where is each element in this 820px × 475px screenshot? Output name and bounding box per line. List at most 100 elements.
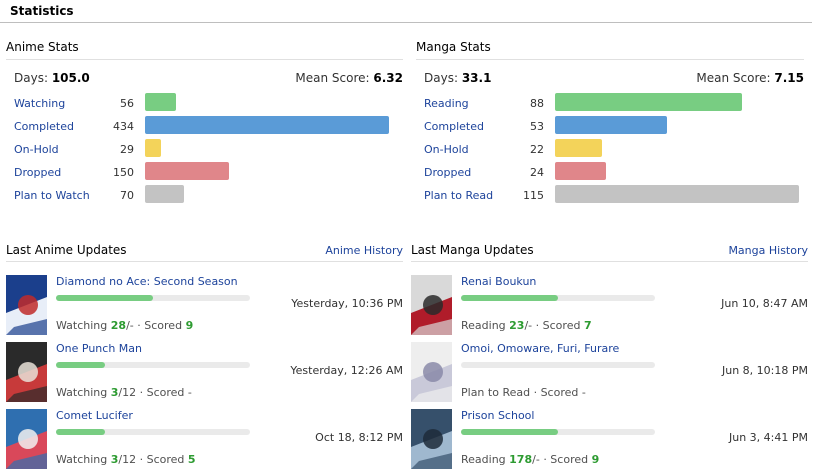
manga-status-bar xyxy=(555,185,799,203)
anime-status-label[interactable]: On-Hold xyxy=(14,143,59,156)
manga-mean-value: 7.15 xyxy=(774,71,804,85)
anime-updates-heading: Last Anime Updates xyxy=(6,243,127,257)
manga-updates-heading: Last Manga Updates xyxy=(411,243,534,257)
statistics-title: Statistics xyxy=(10,4,74,18)
manga-history-link[interactable]: Manga History xyxy=(728,244,808,257)
update-score-label: · Scored xyxy=(139,386,185,399)
manga-status-row: Reading 88 xyxy=(416,93,804,116)
manga-days-label: Days: xyxy=(424,71,458,85)
anime-status-row: Dropped 150 xyxy=(6,162,403,185)
progress-bar-fill xyxy=(56,295,153,301)
update-score: 7 xyxy=(583,319,592,332)
anime-mean-label: Mean Score: xyxy=(295,71,370,85)
manga-status-row: On-Hold 22 xyxy=(416,139,804,162)
anime-mean-value: 6.32 xyxy=(373,71,403,85)
update-meta: Reading 178/- · Scored 9 xyxy=(461,453,599,466)
update-progress: 23 xyxy=(509,319,525,332)
manga_updates-title-link[interactable]: Omoi, Omoware, Furi, Furare xyxy=(461,342,620,355)
manga-status-label[interactable]: On-Hold xyxy=(424,143,469,156)
anime_updates-title-link[interactable]: One Punch Man xyxy=(56,342,142,355)
progress-bar xyxy=(56,362,250,368)
manga-stats-heading: Manga Stats xyxy=(416,40,491,54)
update-timestamp: Yesterday, 12:26 AM xyxy=(290,364,403,377)
anime-status-label[interactable]: Plan to Watch xyxy=(14,189,90,202)
update-timestamp: Jun 3, 4:41 PM xyxy=(729,431,808,444)
anime-status-list: Watching 56 Completed 434 On-Hold 29 Dropped 15… xyxy=(6,93,403,208)
anime-status-label[interactable]: Completed xyxy=(14,120,74,133)
manga-status-label[interactable]: Reading xyxy=(424,97,469,110)
update-status: Plan to Read xyxy=(461,386,531,399)
manga-days: Days: 33.1 xyxy=(424,71,491,85)
anime-updates-panel: Last Anime Updates Anime History Diamond… xyxy=(6,243,403,473)
update-timestamp: Oct 18, 8:12 PM xyxy=(315,431,403,444)
anime_updates-item: Diamond no Ace: Second Season Yesterday, … xyxy=(6,275,403,338)
cover-image[interactable] xyxy=(411,275,452,335)
anime-status-count: 29 xyxy=(120,143,134,156)
manga-stats-divider xyxy=(416,59,804,60)
statistics-divider xyxy=(0,22,812,23)
manga_updates-title-link[interactable]: Renai Boukun xyxy=(461,275,537,288)
update-timestamp: Yesterday, 10:36 PM xyxy=(291,297,403,310)
update-score-label: · Scored xyxy=(533,386,579,399)
manga-mean-score: Mean Score: 7.15 xyxy=(696,71,804,85)
anime-history-link[interactable]: Anime History xyxy=(325,244,403,257)
anime_updates-title-link[interactable]: Comet Lucifer xyxy=(56,409,133,422)
anime-stats-divider xyxy=(6,59,403,60)
anime_updates-item: Comet Lucifer Oct 18, 8:12 PM Watching 3/1… xyxy=(6,409,403,472)
manga-status-label[interactable]: Dropped xyxy=(424,166,472,179)
update-meta: Plan to Read · Scored - xyxy=(461,386,586,399)
anime-status-count: 70 xyxy=(120,189,134,202)
update-total: /- xyxy=(532,453,540,466)
update-score: 9 xyxy=(185,319,194,332)
update-progress: 3 xyxy=(110,386,119,399)
manga-updates-panel: Last Manga Updates Manga History Renai B… xyxy=(411,243,808,473)
update-score: - xyxy=(581,386,586,399)
update-score: 9 xyxy=(591,453,600,466)
cover-image[interactable] xyxy=(6,342,47,402)
anime-status-bar xyxy=(145,93,176,111)
anime-status-bar xyxy=(145,116,389,134)
anime_updates-item: One Punch Man Yesterday, 12:26 AM Watching… xyxy=(6,342,403,405)
manga-status-label[interactable]: Plan to Read xyxy=(424,189,494,202)
anime-status-row: Watching 56 xyxy=(6,93,403,116)
anime-status-row: Plan to Watch 70 xyxy=(6,185,403,208)
cover-image[interactable] xyxy=(411,409,452,469)
manga-status-count: 88 xyxy=(530,97,544,110)
manga-status-count: 53 xyxy=(530,120,544,133)
progress-bar-fill xyxy=(461,429,558,435)
manga_updates-item: Renai Boukun Jun 10, 8:47 AM Reading 23/- … xyxy=(411,275,808,338)
anime-stats-panel: Anime Stats Days: 105.0 Mean Score: 6.32… xyxy=(6,38,403,208)
anime_updates-title-link[interactable]: Diamond no Ace: Second Season xyxy=(56,275,238,288)
update-status: Watching xyxy=(56,319,108,332)
update-timestamp: Jun 8, 10:18 PM xyxy=(722,364,808,377)
update-progress: 3 xyxy=(110,453,119,466)
anime-status-bar xyxy=(145,162,229,180)
anime-days-value: 105.0 xyxy=(51,71,90,85)
cover-image[interactable] xyxy=(6,409,47,469)
progress-bar-fill xyxy=(56,429,105,435)
update-meta: Watching 3/12 · Scored - xyxy=(56,386,192,399)
update-score-label: · Scored xyxy=(139,453,185,466)
update-score: 5 xyxy=(187,453,196,466)
manga-status-label[interactable]: Completed xyxy=(424,120,484,133)
update-meta: Reading 23/- · Scored 7 xyxy=(461,319,592,332)
anime-status-count: 56 xyxy=(120,97,134,110)
progress-bar xyxy=(461,295,655,301)
update-meta: Watching 3/12 · Scored 5 xyxy=(56,453,196,466)
anime-status-bar xyxy=(145,139,161,157)
anime-days: Days: 105.0 xyxy=(14,71,90,85)
manga-status-bar xyxy=(555,116,667,134)
anime-status-label[interactable]: Watching xyxy=(14,97,66,110)
update-score-label: · Scored xyxy=(535,319,581,332)
anime-updates-divider xyxy=(6,261,403,262)
manga-status-row: Dropped 24 xyxy=(416,162,804,185)
manga_updates-item: Prison School Jun 3, 4:41 PM Reading 178/-… xyxy=(411,409,808,472)
update-progress: 28 xyxy=(110,319,127,332)
update-status: Reading xyxy=(461,453,506,466)
anime-status-label[interactable]: Dropped xyxy=(14,166,62,179)
cover-image[interactable] xyxy=(411,342,452,402)
cover-image[interactable] xyxy=(6,275,47,335)
anime-status-bar xyxy=(145,185,184,203)
update-total: /- xyxy=(524,319,533,332)
manga_updates-title-link[interactable]: Prison School xyxy=(461,409,535,422)
